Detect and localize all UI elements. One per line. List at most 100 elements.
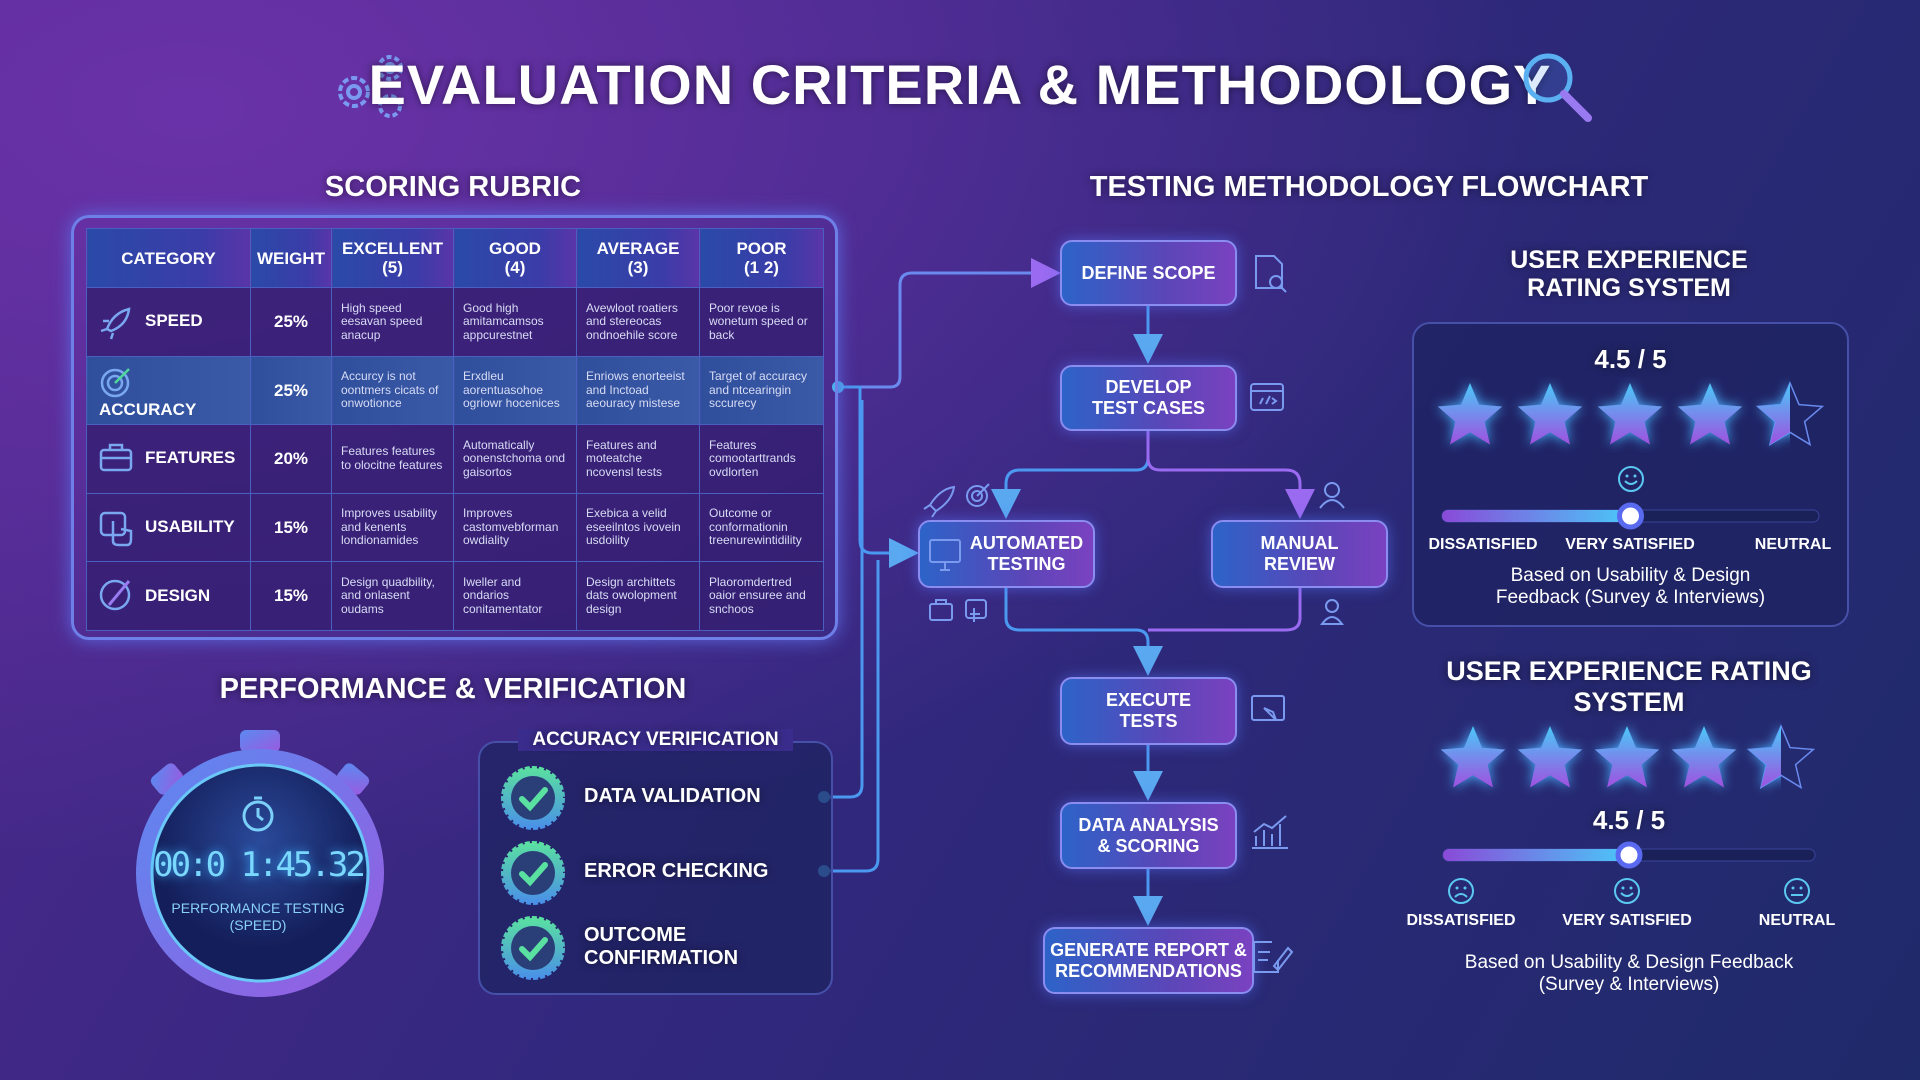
- timer-label: PERFORMANCE TESTING (SPEED): [171, 900, 345, 933]
- criteria-cell: Features and moteatche ncovensl tests: [576, 424, 700, 494]
- neutral-face-icon: [1784, 878, 1810, 904]
- criteria-cell: Design quadbility, and onlasent oudams: [331, 561, 454, 631]
- star-rating[interactable]: [1379, 720, 1879, 800]
- rating-note: Based on Usability & Design Feedback (Su…: [1495, 565, 1766, 608]
- gears-icon: [338, 55, 403, 118]
- slider-label: NEUTRAL: [1754, 536, 1832, 553]
- criteria-cell: Features features to olocitne features: [331, 424, 454, 494]
- page-title: EVALUATION CRITERIA & METHODOLOGY: [368, 53, 1552, 116]
- star-icon: [1677, 383, 1743, 445]
- rubric-header-2: EXCELLENT (5): [331, 228, 454, 288]
- star-icon: [1517, 726, 1583, 788]
- step-data-analysis[interactable]: DATA ANALYSIS & SCORING: [1060, 802, 1237, 869]
- sad-face-icon: [1448, 878, 1474, 904]
- weight-cell: 25%: [250, 287, 332, 357]
- criteria-cell: Accurcy is not oontmers cicats of onwoti…: [331, 355, 454, 426]
- slider-label: VERY SATISFIED: [1562, 912, 1692, 929]
- category-cell: SPEED: [86, 287, 251, 357]
- category-cell: USABILITY: [86, 492, 251, 563]
- category-label: ACCURACY: [99, 399, 197, 419]
- rating-note: Based on Usability & Design Feedback (Su…: [1464, 952, 1794, 995]
- step-define-scope[interactable]: DEFINE SCOPE: [1060, 240, 1237, 306]
- table-row: SPEED 25% High speed eesavan speed anacup G…: [86, 287, 824, 357]
- step-develop-test-cases[interactable]: DEVELOP TEST CASES: [1060, 365, 1237, 431]
- target-icon: [100, 367, 130, 397]
- verification-item: DATA VALIDATION: [584, 785, 761, 807]
- happy-face-icon: [1617, 466, 1644, 492]
- slider-label: VERY SATISFIED: [1565, 536, 1695, 553]
- weight-cell: 25%: [250, 355, 332, 426]
- star-icon: [1437, 383, 1503, 445]
- category-cell: DESIGN: [86, 561, 251, 631]
- check-badge-icon: [501, 916, 565, 980]
- check-badge-icon: [501, 841, 565, 905]
- star-icon: [1597, 383, 1663, 445]
- criteria-cell: Poor revoe is wonetum speed or back: [699, 287, 824, 357]
- star-icon: [1746, 724, 1816, 790]
- slider-label: DISSATISFIED: [1428, 536, 1538, 553]
- criteria-cell: Erxdleu aorentuasohoe ogriowr hocenices: [453, 355, 577, 426]
- check-badge-icon: [501, 766, 565, 830]
- step-generate-report[interactable]: GENERATE REPORT & RECOMMENDATIONS: [1043, 927, 1254, 994]
- star-icon: [1440, 726, 1506, 788]
- criteria-cell: Features comootarttrands ovdlorten: [699, 424, 824, 494]
- criteria-cell: Exebica a velid eseeilntos ivovein usdoi…: [576, 492, 700, 563]
- table-row: FEATURES 20% Features features to olocitne…: [86, 424, 824, 494]
- rubric-header-5: POOR (1 2): [699, 228, 824, 288]
- rubric-header-3: GOOD (4): [453, 228, 577, 288]
- criteria-cell: Iweller and ondarios conitamentator: [453, 561, 577, 631]
- rubric-header-0: CATEGORY: [86, 228, 251, 288]
- category-label: USABILITY: [145, 517, 235, 537]
- magnifier-icon: [1523, 53, 1592, 122]
- category-label: FEATURES: [145, 448, 236, 468]
- criteria-cell: Improves castomvebforman owdiality: [453, 492, 577, 563]
- rubric-header-4: AVERAGE (3): [576, 228, 700, 288]
- rubric-header-1: WEIGHT: [250, 228, 332, 288]
- category-cell: ACCURACY: [86, 355, 251, 426]
- criteria-cell: High speed eesavan speed anacup: [331, 287, 454, 357]
- flowchart-title: TESTING METHODOLOGY FLOWCHART: [1089, 171, 1649, 203]
- satisfaction-slider[interactable]: [1379, 825, 1879, 885]
- performance-title: PERFORMANCE & VERIFICATION: [219, 673, 687, 705]
- rubric-frame: [71, 215, 838, 640]
- weight-cell: 15%: [250, 561, 332, 631]
- ux-rating-card: [1412, 322, 1849, 627]
- star-icon: [1517, 383, 1583, 445]
- accuracy-verification-title: ACCURACY VERIFICATION: [518, 729, 793, 751]
- step-manual-review[interactable]: MANUAL REVIEW: [1211, 520, 1388, 588]
- star-icon: [1755, 381, 1825, 447]
- slider-thumb: [1615, 841, 1643, 869]
- step-automated-testing[interactable]: AUTOMATED TESTING: [918, 520, 1095, 588]
- category-cell: FEATURES: [86, 424, 251, 494]
- timer-readout: 00:0 1:45.32: [153, 845, 366, 885]
- verification-item: OUTCOME CONFIRMATION: [584, 924, 739, 969]
- slider-label: NEUTRAL: [1758, 912, 1836, 929]
- slider-label: DISSATISFIED: [1406, 912, 1516, 929]
- touch-icon: [99, 511, 133, 546]
- star-rating[interactable]: [1412, 377, 1849, 457]
- scoring-rubric-title: SCORING RUBRIC: [324, 171, 582, 203]
- table-row: ACCURACY 25% Accurcy is not oontmers cicat…: [86, 355, 824, 426]
- criteria-cell: Improves usability and kenents londionam…: [331, 492, 454, 563]
- briefcase-icon: [99, 443, 133, 472]
- star-icon: [1594, 726, 1660, 788]
- palette-icon: [99, 579, 131, 611]
- criteria-cell: Good high amitamcamsos appcurestnet: [453, 287, 577, 357]
- criteria-cell: Target of accuracy and ntcearingin sccur…: [699, 355, 824, 426]
- scoring-rubric-table: CATEGORY WEIGHT EXCELLENT (5) GOOD (4) AVERA…: [86, 228, 824, 631]
- step-execute-tests[interactable]: EXECUTE TESTS: [1060, 677, 1237, 745]
- criteria-cell: Avewloot roatiers and stereocas ondnoehi…: [576, 287, 700, 357]
- timer-icon: [242, 796, 274, 832]
- happy-face-icon: [1614, 878, 1640, 904]
- star-icon: [1671, 726, 1737, 788]
- category-label: SPEED: [145, 311, 203, 331]
- criteria-cell: Plaoromdertred oaior ensuree and snchoos: [699, 561, 824, 631]
- rocket-icon: [100, 307, 131, 340]
- score-text: 4.5 / 5: [1592, 805, 1666, 835]
- satisfaction-slider[interactable]: [1412, 486, 1849, 546]
- category-label: DESIGN: [145, 585, 211, 605]
- stopwatch: [136, 730, 384, 997]
- weight-cell: 15%: [250, 492, 332, 563]
- score-text: 4.5 / 5: [1594, 344, 1667, 374]
- slider-thumb: [1617, 502, 1644, 530]
